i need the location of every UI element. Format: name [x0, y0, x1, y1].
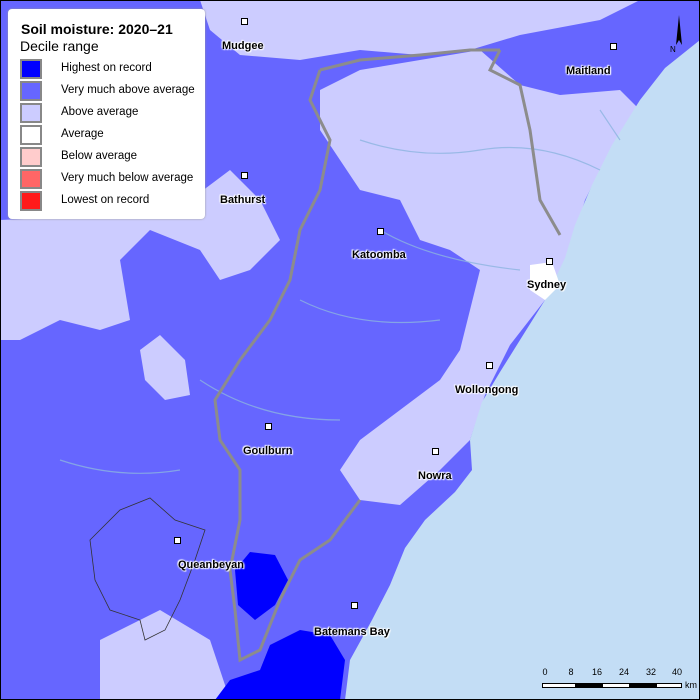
legend-label: Below average: [61, 150, 138, 162]
great-dividing-range: [213, 48, 562, 663]
scale-segment: [576, 683, 602, 688]
town-marker: [432, 448, 439, 455]
town-marker: [174, 537, 181, 544]
region-above-average-south: [100, 610, 230, 700]
region-above-average-patch: [140, 335, 190, 400]
town-marker: [486, 362, 493, 369]
town-nowra: Nowra: [418, 470, 452, 482]
town-goulburn: Goulburn: [243, 445, 293, 457]
legend-label: Highest on record: [61, 62, 152, 74]
region-above-average-east: [320, 50, 640, 505]
legend-swatch: [20, 59, 42, 79]
region-above-average-west: [0, 170, 280, 340]
legend-item-below: Below average: [20, 147, 200, 169]
legend-subtitle: Decile range: [20, 38, 99, 54]
scale-bar: 0 8 16 24 32 40 km: [540, 665, 700, 695]
legend-label: Very much above average: [61, 84, 195, 96]
north-arrow-icon: [676, 15, 682, 45]
town-katoomba: Katoomba: [352, 249, 406, 261]
legend-label: Lowest on record: [61, 194, 150, 206]
town-batemans-bay: Batemans Bay: [314, 626, 390, 638]
legend-item-highest: Highest on record: [20, 59, 200, 81]
legend-item-lowest: Lowest on record: [20, 191, 200, 213]
north-arrow: N: [670, 15, 686, 57]
legend-item-very-much-below: Very much below average: [20, 169, 200, 191]
scale-unit: km: [685, 680, 697, 690]
legend-label: Very much below average: [61, 172, 194, 184]
act-border: [89, 497, 206, 641]
scale-tick: 0: [542, 667, 548, 677]
town-marker: [241, 18, 248, 25]
legend: Soil moisture: 2020–21 Decile range High…: [8, 9, 205, 219]
legend-item-above: Above average: [20, 103, 200, 125]
town-wollongong: Wollongong: [455, 384, 519, 396]
legend-title: Soil moisture: 2020–21: [21, 21, 173, 37]
town-mudgee: Mudgee: [222, 40, 264, 52]
north-label: N: [670, 45, 676, 54]
scale-segment: [656, 683, 682, 688]
rivers: [59, 109, 621, 474]
scale-tick: 8: [568, 667, 574, 677]
legend-swatch: [20, 81, 42, 101]
legend-swatch: [20, 125, 42, 145]
scale-tick: 24: [618, 667, 630, 677]
legend-swatch: [20, 191, 42, 211]
town-marker: [265, 423, 272, 430]
town-bathurst: Bathurst: [220, 194, 266, 206]
town-marker: [610, 43, 617, 50]
town-marker: [241, 172, 248, 179]
region-highest-on-record: [215, 552, 345, 700]
town-queanbeyan: Queanbeyan: [178, 559, 245, 571]
scale-tick: 16: [591, 667, 603, 677]
scale-segment: [602, 683, 630, 688]
legend-label: Average: [61, 128, 104, 140]
scale-segment: [630, 683, 656, 688]
legend-swatch: [20, 169, 42, 189]
town-maitland: Maitland: [566, 65, 611, 77]
town-sydney: Sydney: [527, 279, 567, 291]
legend-item-average: Average: [20, 125, 200, 147]
town-marker: [546, 258, 553, 265]
legend-swatch: [20, 103, 42, 123]
town-marker: [377, 228, 384, 235]
legend-label: Above average: [61, 106, 139, 118]
scale-tick: 32: [645, 667, 657, 677]
town-marker: [351, 602, 358, 609]
scale-tick: 40: [671, 667, 683, 677]
legend-swatch: [20, 147, 42, 167]
land-average-sydney: [530, 262, 560, 300]
scale-segment: [542, 683, 576, 688]
ocean: [345, 40, 700, 700]
legend-item-very-much-above: Very much above average: [20, 81, 200, 103]
region-above-average-north: [200, 0, 640, 60]
